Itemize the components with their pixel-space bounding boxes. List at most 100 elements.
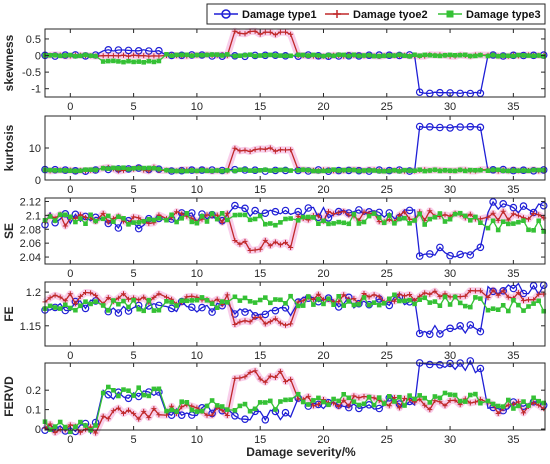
y-tick-label: 2.04 [20,252,41,264]
x-tick-label: 25 [381,434,393,446]
data-point [304,204,313,212]
x-tick-label: 20 [317,101,329,113]
data-point [346,299,352,304]
data-point [386,403,392,409]
data-point [116,393,121,399]
data-point [237,148,243,154]
data-point [361,53,367,58]
data-point [519,289,528,298]
data-point [209,211,215,216]
data-point [184,294,190,300]
data-point [257,146,263,152]
data-point [83,290,88,295]
data-point [121,52,126,58]
data-point [472,399,478,405]
data-point [541,167,546,173]
data-point [93,218,98,224]
data-point [288,397,293,402]
data-point [495,53,501,59]
data-point [272,239,278,245]
data-point [199,167,205,173]
x-tick-label: 20 [317,184,329,196]
data-point [232,168,238,174]
data-point [83,299,88,304]
data-point [541,400,546,406]
data-point [106,213,111,219]
data-point [376,53,382,59]
data-point [536,298,541,304]
data-point [252,368,258,374]
x-tick-label: 30 [444,434,456,446]
data-point [432,394,438,399]
y-tick-label: 0.5 [26,34,41,46]
data-point [381,168,387,174]
data-point [432,288,438,294]
data-point [422,52,427,58]
data-point [326,402,331,408]
data-point [356,221,362,226]
data-point [83,167,88,172]
data-point [473,295,478,300]
data-point [100,216,106,222]
data-point [361,295,367,300]
data-point [219,53,225,58]
data-point [306,167,311,173]
data-point [267,145,273,151]
data-point [111,219,116,224]
data-point [257,246,263,252]
x-tick-label: 15 [254,350,266,362]
data-point [224,210,230,216]
data-point [209,168,215,174]
data-point [407,168,412,173]
data-point [412,52,417,58]
data-point [407,393,412,398]
data-point [169,407,174,413]
data-point [422,168,427,174]
data-point [381,401,387,406]
data-point [341,392,346,397]
data-point [371,402,377,408]
data-point [283,53,288,59]
data-point [436,123,444,132]
data-point [415,252,424,260]
data-point [126,388,131,393]
data-point [463,399,468,404]
data-point [263,53,268,58]
data-point [452,294,458,300]
data-point [442,219,448,224]
data-point [151,217,157,223]
data-point [466,122,475,131]
data-point [278,167,283,173]
x-tick-label: 35 [507,268,519,280]
data-point [288,168,293,173]
data-point [509,203,518,212]
y-tick-label: 0 [35,51,41,63]
data-point [387,53,392,58]
data-point [281,408,290,417]
data-point [110,53,116,59]
data-point [300,303,306,308]
data-point [164,217,169,223]
data-point [146,393,152,399]
data-point [366,213,372,219]
data-point [316,53,321,58]
data-point [376,395,382,400]
data-point [268,398,273,404]
plot-frame [44,281,546,347]
data-point [271,207,280,216]
data-point [179,52,184,58]
data-point [174,168,179,174]
data-point [407,221,412,226]
data-point [219,299,225,304]
data-point [156,386,162,392]
data-point [136,59,141,64]
data-point [68,214,73,220]
data-point [447,392,453,397]
data-point [536,398,541,404]
data-point [174,219,179,225]
data-point [381,301,387,306]
legend: Damage type1 Damage tyoe2 Damage type3 [206,3,546,25]
data-point [189,219,195,225]
data-point [151,386,157,392]
x-tick-label: 15 [254,434,266,446]
